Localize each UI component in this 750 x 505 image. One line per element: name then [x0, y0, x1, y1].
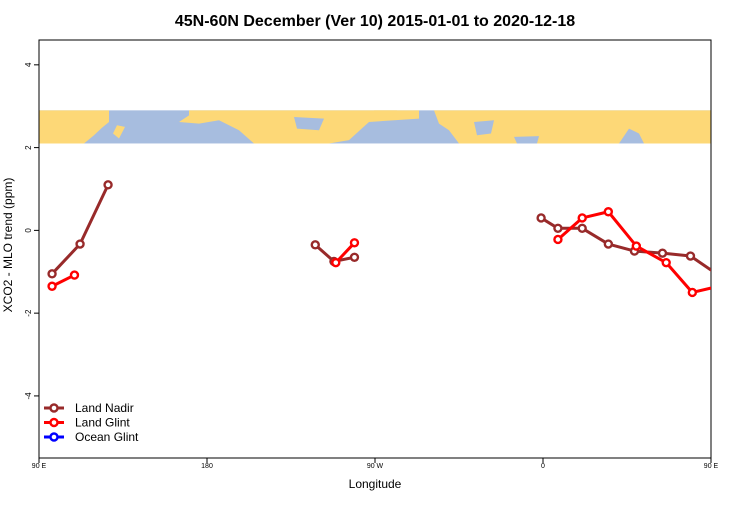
- data-point-land-glint: [603, 207, 614, 217]
- data-point-land-glint: [739, 272, 746, 279]
- y-tick-label: -2: [24, 309, 33, 317]
- series-line-land-nadir: [540, 216, 711, 272]
- data-point-land-glint: [631, 241, 642, 251]
- y-tick-label: 2: [24, 145, 33, 150]
- data-point-land-glint: [553, 234, 563, 245]
- data-point-land-glint: [47, 281, 57, 291]
- data-point-land-nadir: [75, 239, 85, 249]
- x-tick-label: 90 W: [367, 463, 384, 470]
- legend-label-land-glint: Land Glint: [75, 416, 130, 430]
- legend-label-ocean-glint: Ocean Glint: [75, 430, 139, 444]
- data-point-land-nadir: [657, 248, 668, 258]
- y-axis-label: XCO2 - MLO trend (ppm): [1, 178, 15, 313]
- map-land-greenland: [374, 110, 397, 117]
- data-point-land-nadir: [603, 239, 614, 249]
- data-point-land-nadir: [349, 252, 360, 262]
- data-point-land-nadir: [553, 223, 563, 234]
- data-point-land-glint: [331, 257, 341, 268]
- legend-label-land-nadir: Land Nadir: [75, 401, 134, 415]
- map-land-eurasia: [434, 110, 711, 144]
- x-tick-label: 90 E: [32, 463, 47, 470]
- data-point-land-glint: [687, 287, 698, 298]
- data-point-land-glint: [661, 257, 671, 268]
- data-point-land-nadir: [47, 269, 57, 279]
- series-line-land-nadir: [50, 184, 110, 275]
- legend-marker-land-nadir: [49, 403, 59, 413]
- legend-marker-land-glint: [49, 417, 59, 428]
- data-point-land-nadir: [577, 223, 587, 234]
- x-axis-label: Longitude: [349, 477, 402, 491]
- chart-title: 45N-60N December (Ver 10) 2015-01-01 to …: [175, 13, 575, 30]
- data-point-land-nadir: [536, 213, 546, 223]
- map-water-hudson: [294, 116, 324, 131]
- data-point-land-nadir: [685, 251, 696, 261]
- y-tick-label: 4: [24, 62, 33, 67]
- data-point-land-nadir: [103, 180, 113, 190]
- map-water-black-sea: [514, 136, 539, 144]
- x-tick-label: 0: [541, 463, 545, 470]
- map-water-baltic: [474, 120, 494, 136]
- plot-frame: [38, 39, 712, 459]
- series-layer: [47, 180, 748, 298]
- data-point-land-glint: [577, 213, 587, 223]
- x-tick-label: 180: [201, 463, 213, 470]
- data-point-land-glint: [715, 283, 722, 290]
- y-axis: 4 2 0 -2 -4: [24, 62, 39, 399]
- y-tick-label: 0: [24, 228, 33, 233]
- data-point-land-nadir: [310, 240, 320, 250]
- y-tick-label: -4: [24, 392, 33, 400]
- data-point-land-nadir: [741, 241, 748, 248]
- x-axis: 90 E 180 90 W 0 90 E: [32, 458, 719, 470]
- world-map-band: [39, 110, 711, 144]
- data-point-land-glint: [349, 238, 360, 248]
- data-point-land-nadir: [713, 270, 720, 277]
- map-land-japan: [113, 125, 125, 139]
- legend-marker-ocean-glint: [49, 432, 59, 442]
- data-point-land-glint: [69, 270, 80, 280]
- map-land-asia: [39, 110, 109, 144]
- x-tick-label: 90 E: [704, 463, 719, 470]
